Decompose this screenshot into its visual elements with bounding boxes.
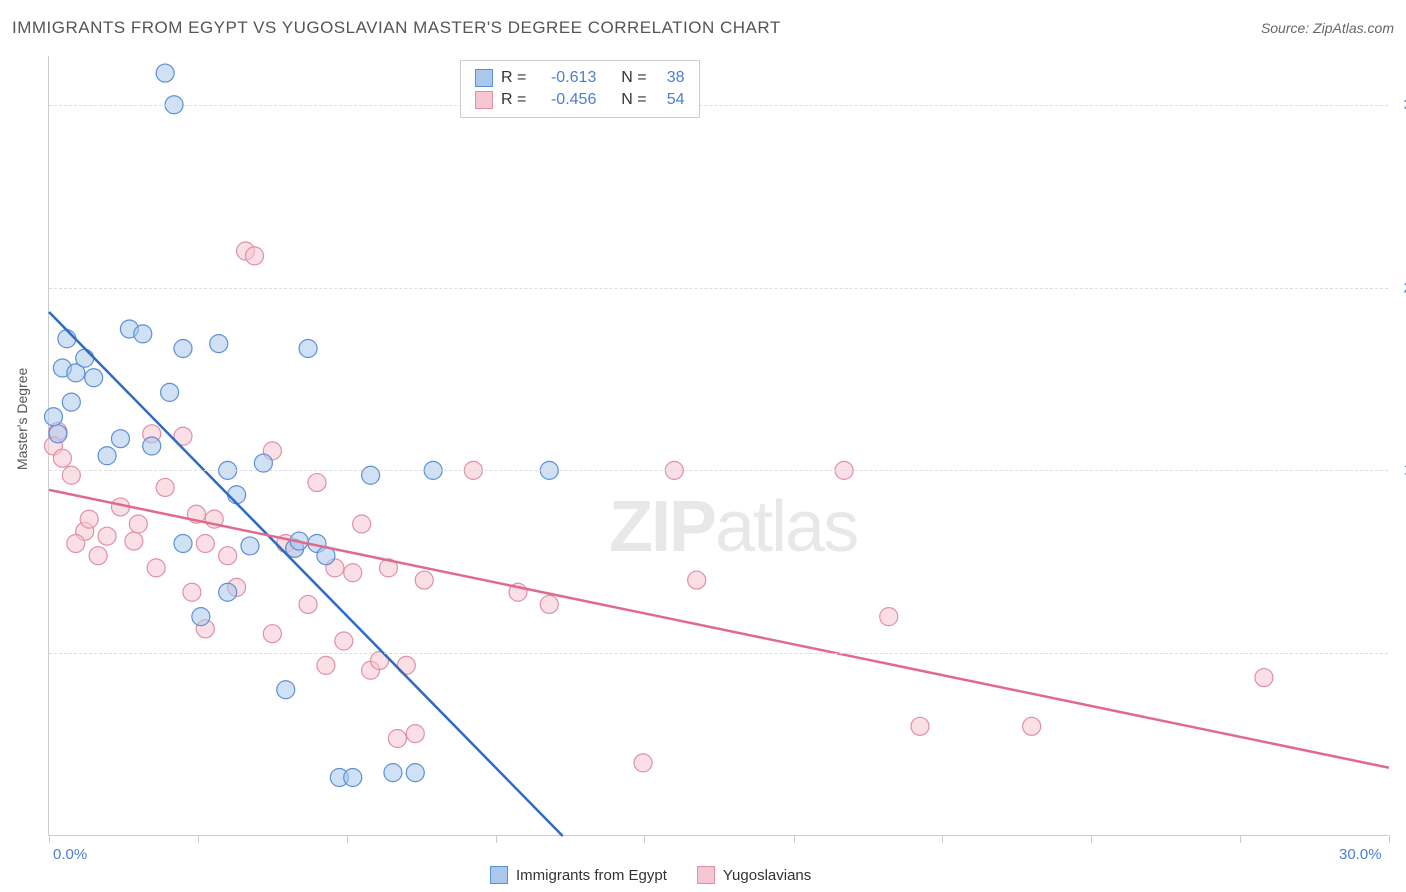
- data-point: [406, 764, 424, 782]
- legend-item: Immigrants from Egypt: [490, 866, 667, 884]
- data-point: [277, 681, 295, 699]
- y-axis-label: Master's Degree: [14, 368, 30, 470]
- data-point: [299, 595, 317, 613]
- data-point: [156, 478, 174, 496]
- x-tick: [1240, 835, 1241, 843]
- data-point: [49, 425, 67, 443]
- gridline: [49, 470, 1388, 471]
- gridline: [49, 288, 1388, 289]
- data-point: [134, 325, 152, 343]
- data-point: [362, 466, 380, 484]
- x-tick: [794, 835, 795, 843]
- plot-area: ZIPatlas 7.5%15.0%22.5%30.0%0.0%30.0%: [48, 56, 1388, 836]
- data-point: [388, 730, 406, 748]
- data-point: [62, 393, 80, 411]
- data-point: [156, 64, 174, 82]
- legend-swatch: [475, 91, 493, 109]
- legend-item: Yugoslavians: [697, 866, 811, 884]
- data-point: [143, 437, 161, 455]
- data-point: [245, 247, 263, 265]
- chart-title: IMMIGRANTS FROM EGYPT VS YUGOSLAVIAN MAS…: [12, 18, 781, 38]
- data-point: [634, 754, 652, 772]
- data-point: [317, 656, 335, 674]
- x-tick-label-left: 0.0%: [53, 846, 87, 863]
- x-tick-label-right: 30.0%: [1339, 846, 1382, 863]
- data-point: [353, 515, 371, 533]
- data-point: [263, 625, 281, 643]
- data-point: [147, 559, 165, 577]
- legend-label: Immigrants from Egypt: [516, 867, 667, 884]
- legend-stat-row: R =-0.456 N =54: [475, 89, 685, 111]
- series-legend: Immigrants from Egypt Yugoslavians: [490, 866, 811, 884]
- trend-line: [49, 312, 563, 836]
- data-point: [111, 430, 129, 448]
- legend-swatch: [475, 69, 493, 87]
- data-point: [308, 474, 326, 492]
- data-point: [219, 583, 237, 601]
- data-point: [125, 532, 143, 550]
- x-tick: [49, 835, 50, 843]
- data-point: [85, 369, 103, 387]
- x-tick: [198, 835, 199, 843]
- data-point: [540, 595, 558, 613]
- x-tick: [1091, 835, 1092, 843]
- data-point: [196, 535, 214, 553]
- data-point: [1255, 669, 1273, 687]
- data-point: [344, 769, 362, 787]
- trend-line: [49, 490, 1389, 768]
- gridline: [49, 653, 1388, 654]
- data-point: [219, 547, 237, 565]
- data-point: [98, 527, 116, 545]
- data-point: [880, 608, 898, 626]
- data-point: [299, 340, 317, 358]
- data-point: [129, 515, 147, 533]
- correlation-legend: R =-0.613 N =38R =-0.456 N =54: [460, 60, 700, 118]
- scatter-svg: [49, 56, 1388, 835]
- x-tick: [942, 835, 943, 843]
- legend-swatch: [490, 866, 508, 884]
- data-point: [241, 537, 259, 555]
- data-point: [161, 383, 179, 401]
- x-tick: [496, 835, 497, 843]
- data-point: [80, 510, 98, 528]
- x-tick: [644, 835, 645, 843]
- data-point: [53, 449, 71, 467]
- data-point: [415, 571, 433, 589]
- data-point: [1023, 717, 1041, 735]
- x-tick: [1389, 835, 1390, 843]
- data-point: [98, 447, 116, 465]
- data-point: [335, 632, 353, 650]
- data-point: [58, 330, 76, 348]
- data-point: [62, 466, 80, 484]
- data-point: [344, 564, 362, 582]
- data-point: [210, 335, 228, 353]
- data-point: [76, 349, 94, 367]
- data-point: [89, 547, 107, 565]
- x-tick: [347, 835, 348, 843]
- data-point: [174, 340, 192, 358]
- legend-swatch: [697, 866, 715, 884]
- legend-stat-row: R =-0.613 N =38: [475, 67, 685, 89]
- data-point: [406, 725, 424, 743]
- data-point: [44, 408, 62, 426]
- data-point: [174, 535, 192, 553]
- gridline: [49, 105, 1388, 106]
- data-point: [192, 608, 210, 626]
- data-point: [911, 717, 929, 735]
- source-attribution: Source: ZipAtlas.com: [1261, 20, 1394, 36]
- data-point: [384, 764, 402, 782]
- legend-label: Yugoslavians: [723, 867, 811, 884]
- data-point: [254, 454, 272, 472]
- data-point: [688, 571, 706, 589]
- data-point: [67, 535, 85, 553]
- data-point: [228, 486, 246, 504]
- data-point: [183, 583, 201, 601]
